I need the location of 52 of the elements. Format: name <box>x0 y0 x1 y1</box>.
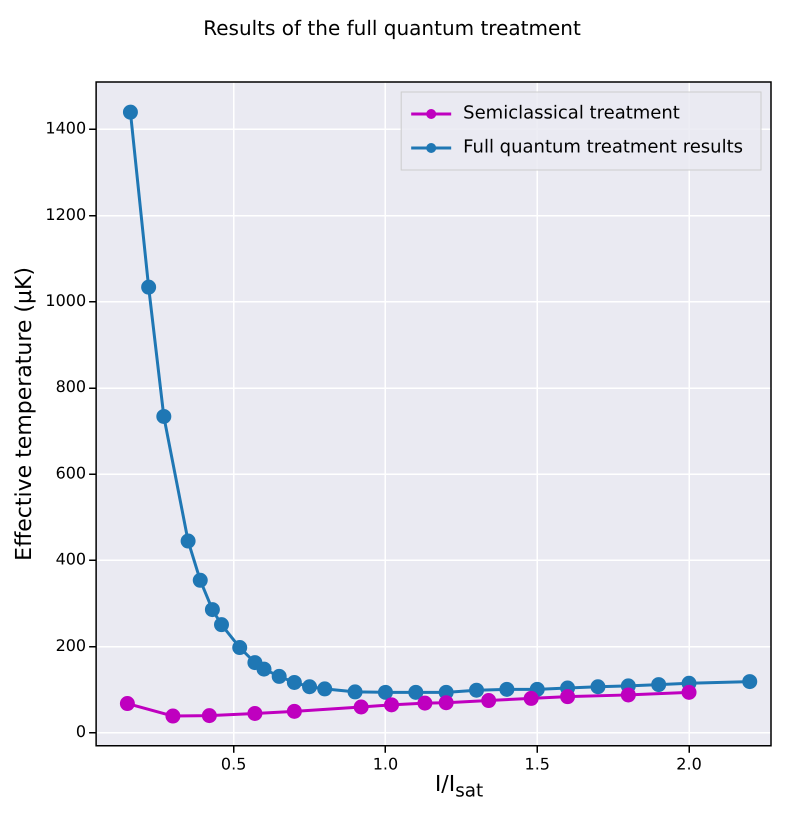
x-axis-title: I/I$_{sat}$ <box>434 772 484 802</box>
point <box>204 602 220 618</box>
point <box>408 684 424 700</box>
point <box>156 408 172 424</box>
point <box>481 693 496 708</box>
x-tick-label: 1.5 <box>524 754 550 774</box>
point <box>378 684 393 700</box>
point <box>141 280 156 295</box>
x-tick-label: 2.0 <box>676 754 702 774</box>
point <box>180 534 196 549</box>
y-tick-label: 400 <box>56 550 86 569</box>
point <box>348 684 363 700</box>
point <box>590 679 606 694</box>
legend-label: Full quantum treatment results <box>463 136 744 158</box>
point <box>214 617 229 632</box>
x-tick-label: 1.0 <box>372 754 398 774</box>
point <box>469 682 484 698</box>
point <box>120 696 135 712</box>
point <box>165 708 180 724</box>
point <box>384 697 400 712</box>
point <box>651 677 666 692</box>
point <box>620 687 636 702</box>
point <box>247 706 262 721</box>
point <box>302 679 318 694</box>
point <box>122 104 138 120</box>
x-tick-label: 0.5 <box>220 754 246 774</box>
point <box>192 572 208 588</box>
y-axis-title: Effective temperature (µK) <box>12 266 37 561</box>
chart-title: Results of the full quantum treatment <box>203 16 581 40</box>
point <box>256 662 272 677</box>
point <box>272 668 287 684</box>
y-tick-label: 1200 <box>45 204 86 224</box>
y-tick-label: 1400 <box>45 118 86 138</box>
y-tick-label: 200 <box>56 636 86 655</box>
point <box>682 684 697 700</box>
point <box>232 640 248 656</box>
point <box>499 682 514 697</box>
point <box>560 689 576 704</box>
y-tick-label: 1000 <box>45 290 86 310</box>
point <box>417 696 432 711</box>
y-tick-label: 600 <box>56 463 86 482</box>
point <box>524 690 539 706</box>
point <box>354 700 369 715</box>
point <box>742 674 758 690</box>
point <box>438 695 454 710</box>
y-tick-label: 800 <box>56 377 86 396</box>
point <box>286 704 302 719</box>
point <box>202 708 217 724</box>
point <box>317 681 332 696</box>
point <box>286 674 302 690</box>
legend-label: Semiclassical treatment <box>463 102 680 124</box>
y-tick-label: 0 <box>76 722 86 742</box>
